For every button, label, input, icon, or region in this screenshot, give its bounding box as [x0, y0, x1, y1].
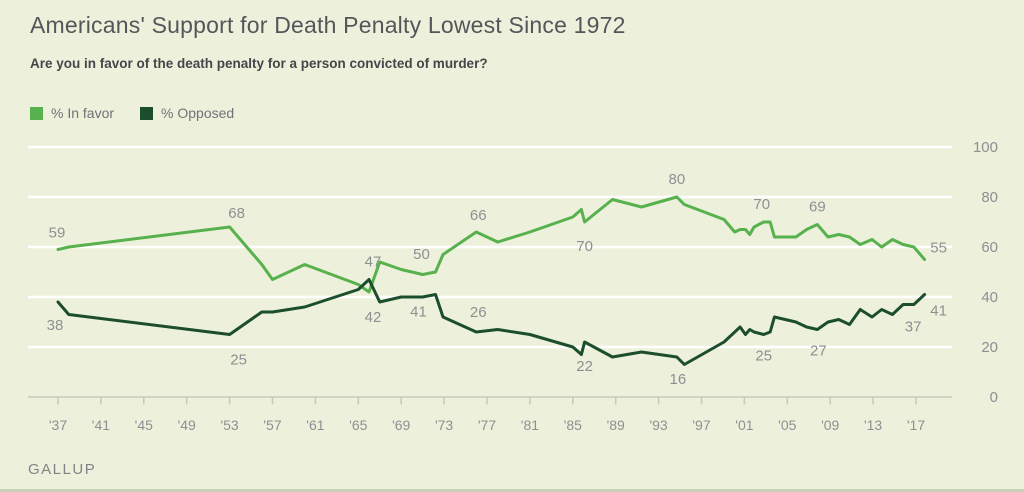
x-tick-label-'57: '57 — [263, 417, 281, 433]
legend-item-in-favor: % In favor — [30, 105, 114, 121]
y-tick-label-60: 60 — [981, 239, 998, 256]
data-label-oppose-41: 41 — [410, 304, 427, 321]
x-tick-label-'85: '85 — [564, 417, 582, 433]
data-label-oppose-27: 27 — [810, 343, 827, 360]
x-tick-label-'77: '77 — [478, 417, 496, 433]
data-label-favor-66: 66 — [470, 207, 487, 224]
y-tick-label-100: 100 — [973, 139, 998, 156]
x-tick-label-'45: '45 — [135, 417, 153, 433]
survey-question-subtitle: Are you in favor of the death penalty fo… — [30, 56, 488, 71]
data-label-oppose-25: 25 — [755, 348, 772, 365]
y-tick-label-20: 20 — [981, 339, 998, 356]
data-label-favor-50: 50 — [413, 246, 430, 263]
x-tick-label-'69: '69 — [392, 417, 410, 433]
data-label-oppose-47: 47 — [365, 254, 382, 271]
x-tick-label-'73: '73 — [435, 417, 453, 433]
y-tick-label-40: 40 — [981, 289, 998, 306]
series-line-favor — [56, 195, 927, 294]
legend-item-opposed: % Opposed — [140, 105, 234, 121]
x-tick-label-'93: '93 — [649, 417, 667, 433]
x-tick-label-'61: '61 — [306, 417, 324, 433]
data-label-favor-70: 70 — [576, 238, 593, 255]
data-label-favor-80: 80 — [668, 171, 685, 188]
data-label-oppose-41: 41 — [930, 303, 947, 320]
x-tick-label-'17: '17 — [907, 417, 925, 433]
x-tick-label-'81: '81 — [521, 417, 539, 433]
data-label-favor-55: 55 — [930, 240, 947, 257]
x-tick-label-'05: '05 — [778, 417, 796, 433]
y-tick-label-80: 80 — [981, 189, 998, 206]
x-tick-label-'97: '97 — [692, 417, 710, 433]
brand-logo: GALLUP — [28, 461, 97, 478]
data-label-oppose-38: 38 — [47, 317, 64, 334]
legend-label-opposed: % Opposed — [161, 105, 235, 121]
data-label-oppose-25: 25 — [230, 352, 247, 369]
data-label-oppose-22: 22 — [576, 358, 593, 375]
y-tick-label-0: 0 — [990, 389, 998, 406]
page-title: Americans' Support for Death Penalty Low… — [30, 12, 626, 38]
series-line-oppose — [56, 278, 927, 366]
in-favor-swatch-icon — [30, 106, 43, 120]
x-tick-label-'49: '49 — [178, 417, 196, 433]
x-tick-label-'53: '53 — [220, 417, 238, 433]
data-label-favor-42: 42 — [365, 309, 382, 326]
data-label-oppose-16: 16 — [669, 371, 686, 388]
x-tick-label-'37: '37 — [49, 417, 67, 433]
data-label-favor-70: 70 — [753, 196, 770, 213]
data-label-favor-68: 68 — [228, 205, 245, 222]
data-label-oppose-26: 26 — [470, 304, 487, 321]
bottom-border — [0, 489, 1024, 492]
legend-label-in-favor: % In favor — [51, 105, 115, 121]
data-label-favor-59: 59 — [49, 225, 66, 242]
x-tick-label-'65: '65 — [349, 417, 367, 433]
x-tick-label-'09: '09 — [821, 417, 839, 433]
data-label-favor-69: 69 — [809, 199, 826, 216]
x-tick-label-'13: '13 — [864, 417, 882, 433]
opposed-swatch-icon — [140, 106, 154, 120]
data-label-oppose-37: 37 — [905, 319, 922, 336]
x-tick-label-'01: '01 — [735, 417, 753, 433]
chart-legend: % In favor % Opposed — [30, 105, 234, 121]
x-tick-label-'41: '41 — [92, 417, 110, 433]
x-tick-label-'89: '89 — [607, 417, 625, 433]
